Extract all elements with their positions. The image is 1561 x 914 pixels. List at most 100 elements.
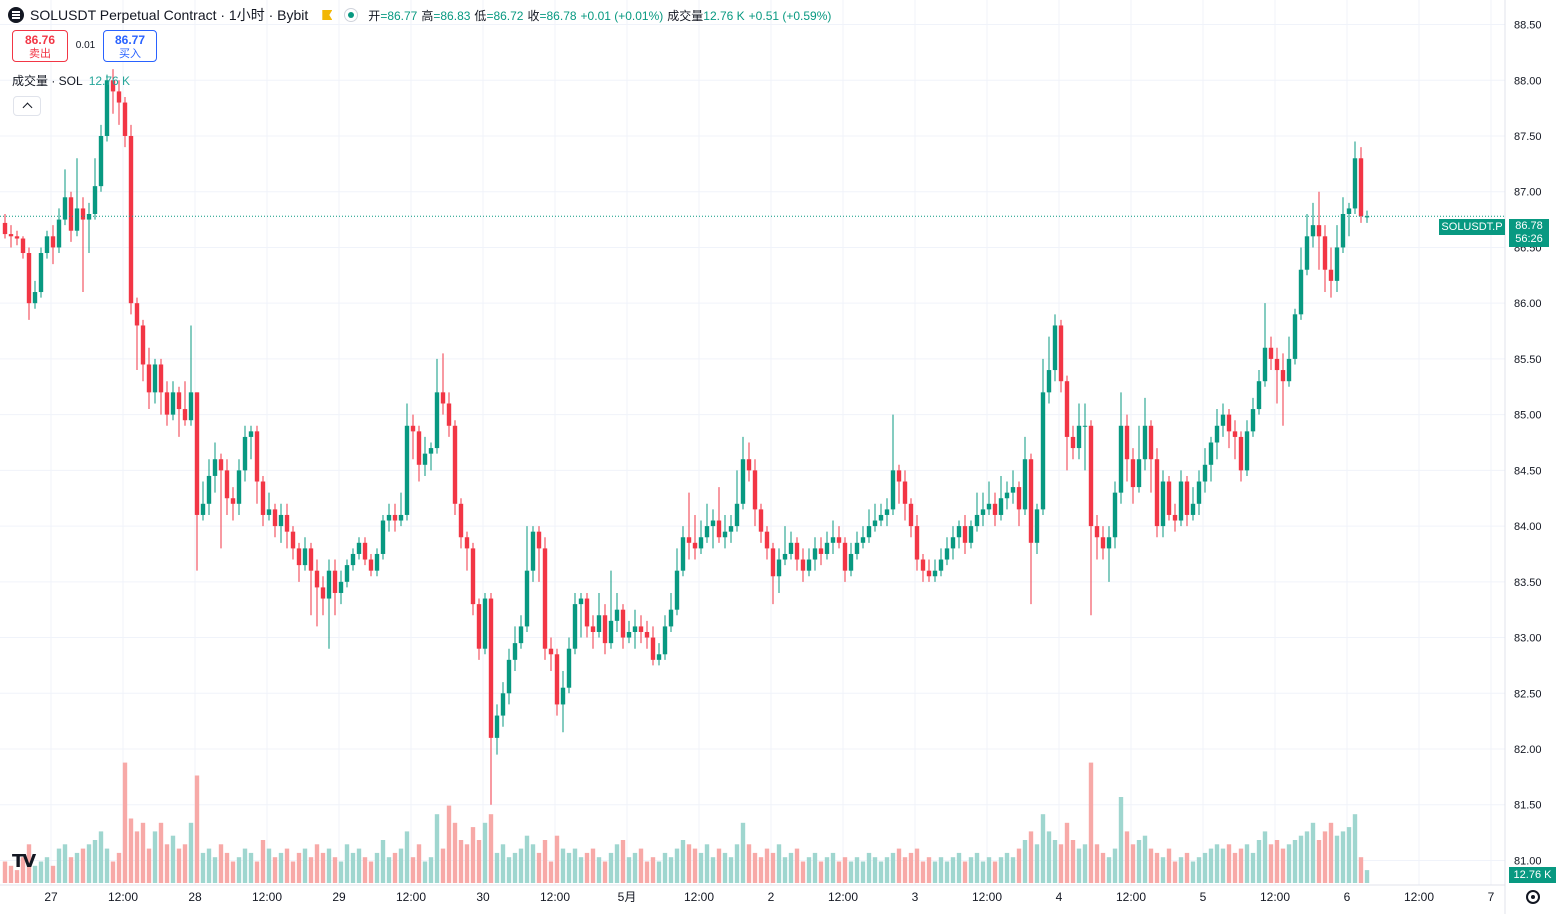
volume-bar (806, 857, 812, 883)
chart-title[interactable]: SOLUSDT Perpetual Contract · 1小时 · Bybit (30, 7, 309, 23)
volume-bar (716, 848, 722, 883)
volume-bar (1340, 831, 1346, 883)
volume-bar (662, 852, 668, 883)
volume-bar (182, 844, 188, 883)
volume-bar (92, 840, 98, 883)
candle-body (1022, 459, 1028, 510)
volume-bar (794, 848, 800, 883)
volume-bar (920, 861, 926, 883)
volume-bar (422, 861, 428, 883)
volume-bar (146, 848, 152, 883)
volume-bar (188, 822, 194, 883)
ohlc-values: 开=86.77 高=86.83 低=86.72 收=86.78 +0.01 (+0.01… (368, 7, 835, 24)
volume-bar (860, 861, 866, 883)
volume-bar (200, 852, 206, 883)
current-price-tag: 86.78 56:26 (1509, 219, 1549, 247)
candle-body (1274, 358, 1280, 371)
candle-body (1268, 347, 1274, 359)
volume-tag: 12.76 K (1509, 867, 1556, 883)
candle-body (830, 537, 836, 543)
candle-body (1172, 514, 1178, 521)
volume-legend[interactable]: 成交量 · SOL 12.76 K (12, 72, 130, 89)
flag-icon[interactable] (322, 10, 333, 20)
candle-body (176, 392, 182, 410)
volume-bar (1208, 848, 1214, 883)
candle-body (968, 526, 974, 543)
candles (2, 69, 1370, 805)
candle-body (440, 392, 446, 404)
volume-bar (1034, 844, 1040, 883)
candle-body (530, 531, 536, 571)
time-tick-label: 3 (912, 890, 919, 904)
volume-bar (338, 861, 344, 883)
candle-body (1220, 414, 1226, 426)
candle-body (260, 481, 266, 515)
volume-bar (824, 857, 830, 883)
candle-body (752, 470, 758, 510)
candle-body (20, 238, 26, 254)
sell-button[interactable]: 86.76 卖出 (12, 30, 68, 62)
tradingview-logo[interactable]: TV (12, 851, 36, 872)
volume-bar (50, 865, 56, 883)
candle-body (506, 659, 512, 694)
price-axis[interactable]: 81.00 81.50 82.00 82.50 83.00 83.50 84.00 84.50… (1514, 20, 1542, 868)
candle-body (614, 609, 620, 621)
market-status-icon[interactable] (344, 8, 359, 22)
buy-button[interactable]: 86.77 买入 (103, 30, 157, 62)
price-tick-label: 87.00 (1514, 187, 1542, 199)
candle-body (368, 559, 374, 571)
volume-bar (710, 857, 716, 883)
volume-bar (872, 857, 878, 883)
candle-body (728, 526, 734, 532)
candle-body (740, 459, 746, 504)
candle-body (818, 548, 824, 554)
volume-bar (980, 861, 986, 883)
volume-bar (1142, 835, 1148, 883)
volume-bar (452, 822, 458, 883)
candle-body (1082, 425, 1088, 427)
price-tick-label: 88.50 (1514, 20, 1542, 32)
volume-bar (38, 861, 44, 883)
candle-body (896, 470, 902, 482)
time-tick-label: 12:00 (684, 890, 714, 904)
volume-bar (368, 861, 374, 883)
candle-body (692, 542, 698, 549)
candle-body (1028, 459, 1034, 543)
candle-body (14, 236, 20, 239)
volume-bar (1118, 797, 1124, 883)
collapse-legend-button[interactable] (13, 96, 41, 116)
volume-bar (524, 835, 530, 883)
volume-bar (212, 857, 218, 883)
volume-bar (740, 822, 746, 883)
gear-icon[interactable] (1526, 890, 1540, 904)
volume-bar (1076, 848, 1082, 883)
volume-bar (1100, 852, 1106, 883)
volume-bar (968, 857, 974, 883)
volume-bar (1304, 831, 1310, 883)
volume-bar (1184, 852, 1190, 883)
candle-body (518, 626, 524, 644)
spread-value: 0.01 (75, 40, 96, 51)
volume-bar (1190, 861, 1196, 883)
volume-bar (122, 762, 128, 883)
candle-body (446, 403, 452, 426)
volume-bar (98, 831, 104, 883)
candle-body (1334, 247, 1340, 281)
candle-body (2, 222, 8, 235)
candle-body (1322, 236, 1328, 270)
volume-bar (1358, 857, 1364, 883)
candle-body (1238, 436, 1244, 471)
candle-body (8, 234, 14, 237)
time-axis[interactable]: 27 12:00 28 12:00 29 12:00 30 12:00 5月 12:00 2 12:0… (44, 890, 1494, 904)
candle-body (1310, 225, 1316, 237)
time-tick-label: 12:00 (108, 890, 138, 904)
candle-body (698, 537, 704, 549)
candle-body (1250, 409, 1256, 432)
candle-body (776, 559, 782, 577)
candle-body (746, 459, 752, 471)
volume-bar (890, 852, 896, 883)
volume-bar (1130, 844, 1136, 883)
candle-body (1154, 459, 1160, 527)
candle-body (230, 498, 236, 504)
